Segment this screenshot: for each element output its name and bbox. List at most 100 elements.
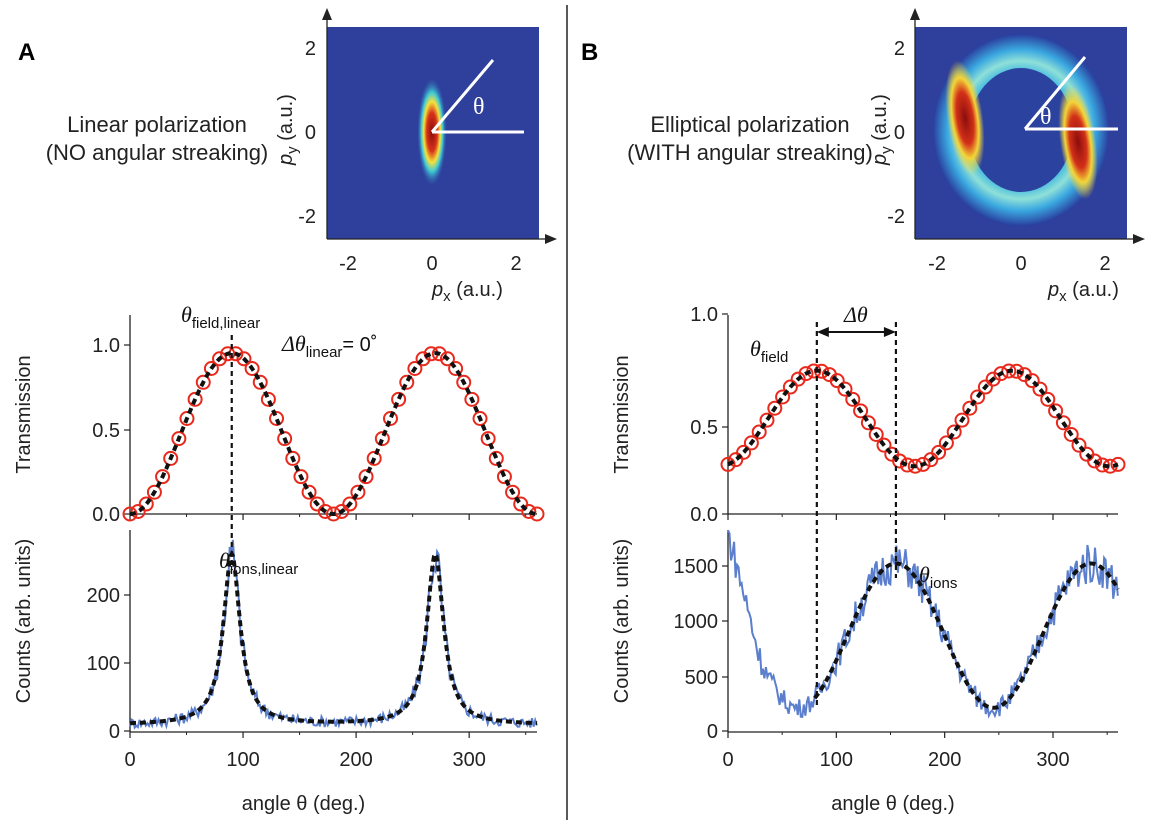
map-a-x-arrow <box>545 234 557 244</box>
data-series-line <box>129 539 538 730</box>
x-axis-label: angle θ (deg.) <box>242 793 365 815</box>
y-tick-label: 0.5 <box>92 420 120 442</box>
data-point <box>138 496 154 512</box>
map-b-ytick-2: 2 <box>894 38 905 60</box>
y-tick-label: 0.5 <box>690 417 718 439</box>
data-point <box>244 361 260 377</box>
fit-curve <box>130 351 537 516</box>
x-axis-label: angle θ (deg.) <box>831 793 954 815</box>
map-b-ylabel: py (a.u.) <box>869 94 895 166</box>
map-b-xtick-0: 0 <box>1015 253 1026 275</box>
panel-a-counts-chart: 0 100 200 0 100 200 300 Counts (arb. units) angl… <box>13 530 538 815</box>
delta-arrow-head-right <box>883 327 896 337</box>
map-a-xtick-2: 2 <box>510 253 521 275</box>
y-tick-label: 0.0 <box>92 504 120 526</box>
data-point <box>962 400 978 416</box>
annot-theta-ions-linear: θions,linear <box>219 548 298 578</box>
data-point <box>220 346 236 362</box>
map-b-ytick-0: 0 <box>894 122 905 144</box>
map-b-x-arrow <box>1133 234 1145 244</box>
y-axis-label: Counts (arb. units) <box>611 539 633 704</box>
data-point <box>374 431 390 447</box>
annot-theta-field: θfield <box>750 336 788 366</box>
data-point <box>1087 453 1103 469</box>
data-point <box>860 415 876 431</box>
data-point <box>782 379 798 395</box>
data-point <box>391 391 407 407</box>
annot-delta-theta: Δθ <box>843 302 868 327</box>
data-point <box>720 456 736 472</box>
data-point <box>236 351 252 367</box>
map-b-ytick-neg2: -2 <box>887 206 905 228</box>
data-series-line <box>727 529 1119 719</box>
data-point <box>309 496 325 512</box>
data-point <box>946 424 962 440</box>
data-point <box>993 366 1009 382</box>
data-point <box>334 503 350 519</box>
panel-a-momentum-map: θ -2 0 2 -2 0 2 px (a.u.) py (a.u.) <box>275 8 557 305</box>
fit-curve <box>813 561 1120 710</box>
data-point <box>767 400 783 416</box>
data-point <box>130 503 146 519</box>
data-point <box>743 435 759 451</box>
data-point <box>931 444 947 460</box>
data-point <box>358 469 374 485</box>
y-tick-label: 0 <box>707 721 718 743</box>
data-point <box>505 484 521 500</box>
data-point <box>1040 391 1056 407</box>
fit-curve <box>129 549 538 726</box>
data-point <box>798 366 814 382</box>
map-b-xtick-2: 2 <box>1099 253 1110 275</box>
y-tick-label: 1000 <box>674 611 719 633</box>
data-point <box>759 412 775 428</box>
map-b-angle-line <box>1023 56 1087 130</box>
map-a-ylabel: py (a.u.) <box>275 94 301 166</box>
data-point <box>350 484 366 500</box>
map-a-xlabel: px (a.u.) <box>431 279 503 305</box>
panel-b-caption-2: (WITH angular streaking) <box>627 140 873 165</box>
panel-a-transmission-chart: 0.0 0.5 1.0 Transmission <box>13 315 545 526</box>
y-tick-label: 200 <box>87 585 120 607</box>
panel-a-caption-1: Linear polarization <box>67 112 247 137</box>
y-tick-label: 1.0 <box>690 304 718 326</box>
data-point <box>1048 403 1064 419</box>
data-point <box>1071 437 1087 453</box>
panel-b-caption-1: Elliptical polarization <box>650 112 849 137</box>
data-point <box>977 379 993 395</box>
annot-delta-theta-linear: Δθlinear= 0˚ <box>281 331 377 361</box>
delta-arrow-head-left <box>816 327 829 337</box>
data-point <box>146 484 162 500</box>
data-point <box>415 351 431 367</box>
data-point <box>195 374 211 390</box>
data-point <box>775 389 791 405</box>
data-point <box>513 496 529 512</box>
panel-b-momentum-map: θ -2 0 2 -2 0 2 px (a.u.) py (a.u.) <box>869 8 1145 305</box>
data-point <box>277 431 293 447</box>
data-point <box>892 453 908 469</box>
data-point <box>293 469 309 485</box>
data-point <box>496 469 512 485</box>
y-tick-label: 0.0 <box>690 504 718 526</box>
x-tick-label: 0 <box>722 749 733 771</box>
data-point <box>203 361 219 377</box>
data-point <box>954 412 970 428</box>
data-point <box>1024 373 1040 389</box>
data-point <box>179 410 195 426</box>
data-point <box>399 374 415 390</box>
panel-b-letter: B <box>581 39 598 66</box>
map-a-xtick-0: 0 <box>426 253 437 275</box>
data-point <box>187 391 203 407</box>
map-b-y-arrow <box>910 8 920 20</box>
data-point <box>301 484 317 500</box>
y-tick-label: 500 <box>685 667 718 689</box>
map-a-y-arrow <box>322 8 332 20</box>
map-b-hotspot-right <box>1058 84 1098 200</box>
y-axis-label: Transmission <box>611 355 633 473</box>
data-point <box>456 374 472 390</box>
data-point <box>171 431 187 447</box>
data-point <box>845 391 861 407</box>
data-point <box>837 381 853 397</box>
data-point <box>163 450 179 466</box>
data-point <box>317 503 333 519</box>
